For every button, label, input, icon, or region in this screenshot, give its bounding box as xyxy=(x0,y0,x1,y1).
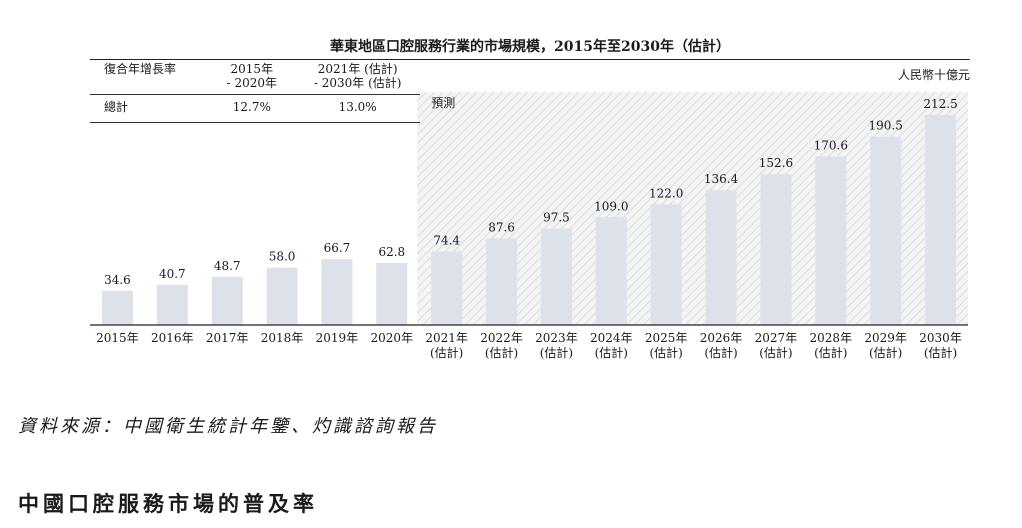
forecast-label: 預測 xyxy=(431,96,455,110)
bar-value-label: 48.7 xyxy=(214,259,241,273)
bar-value-label: 170.6 xyxy=(814,138,848,152)
cagr-period-1-line1: 2015年 xyxy=(230,62,274,76)
x-tick-label: 2026年 xyxy=(700,331,743,345)
bar-2029年 xyxy=(870,136,902,325)
cagr-period-1-line2: - 2020年 xyxy=(226,76,278,90)
x-tick-label: 2015年 xyxy=(96,331,139,345)
chart-title: 華東地區口腔服務行業的市場規模，2015年至2030年（估計） xyxy=(330,39,730,55)
x-tick-label: 2020年 xyxy=(371,331,414,345)
bar-value-label: 87.6 xyxy=(488,220,515,234)
x-tick-sublabel: (估計) xyxy=(924,345,957,360)
bar-2019年 xyxy=(321,259,353,325)
cagr-period-2-line2: - 2030年 (估計) xyxy=(313,76,402,90)
x-tick-label: 2022年 xyxy=(480,331,523,345)
bar-2022年 xyxy=(486,238,518,325)
x-tick-label: 2019年 xyxy=(316,331,359,345)
cagr-period-2-line1: 2021年 (估計) xyxy=(317,62,398,76)
bar-value-label: 152.6 xyxy=(759,156,793,170)
x-tick-label: 2023年 xyxy=(535,331,578,345)
bar-value-label: 97.5 xyxy=(543,211,570,225)
x-tick-sublabel: (估計) xyxy=(485,345,518,360)
bar-2017年 xyxy=(211,276,243,325)
x-tick-sublabel: (估計) xyxy=(540,345,573,360)
cagr-period-1: 2015年 - 2020年 xyxy=(208,62,296,95)
x-tick-sublabel: (估計) xyxy=(650,345,683,360)
bar-value-label: 212.5 xyxy=(923,97,957,111)
x-tick-label: 2030年 xyxy=(919,331,962,345)
bar-value-label: 40.7 xyxy=(159,267,186,281)
section-heading: 中國口腔服務市場的普及率 xyxy=(18,492,318,516)
bar-value-label: 62.8 xyxy=(378,245,405,259)
unit-label: 人民幣十億元 xyxy=(897,68,970,82)
bar-2015年 xyxy=(101,290,133,325)
x-tick-sublabel: (估計) xyxy=(869,345,902,360)
cagr-value-1: 12.7% xyxy=(208,94,296,123)
bar-2021年 xyxy=(431,251,463,325)
x-tick-sublabel: (估計) xyxy=(704,345,737,360)
bar-2024年 xyxy=(595,217,627,325)
title-rule xyxy=(90,59,970,60)
x-tick-label: 2024年 xyxy=(590,331,633,345)
x-tick-sublabel: (估計) xyxy=(595,345,628,360)
x-tick-sublabel: (估計) xyxy=(430,345,463,360)
bar-2020年 xyxy=(376,262,408,325)
x-tick-label: 2021年 xyxy=(425,331,468,345)
x-tick-label: 2017年 xyxy=(206,331,249,345)
bar-value-label: 34.6 xyxy=(104,273,131,287)
x-tick-label: 2028年 xyxy=(810,331,853,345)
cagr-value-row: 總計 12.7% 13.0% xyxy=(90,94,420,123)
bar-2016年 xyxy=(156,284,188,325)
bar-value-label: 74.4 xyxy=(433,233,460,247)
x-tick-sublabel: (估計) xyxy=(814,345,847,360)
bar-2026年 xyxy=(705,190,737,325)
source-note: 資料來源：中國衛生統計年鑒、灼識諮詢報告 xyxy=(18,416,438,437)
x-tick-sublabel: (估計) xyxy=(759,345,792,360)
x-tick-label: 2029年 xyxy=(864,331,907,345)
x-tick-label: 2027年 xyxy=(755,331,798,345)
cagr-header-label: 復合年增長率 xyxy=(90,62,209,95)
bar-2030年 xyxy=(925,115,957,325)
cagr-value-2: 13.0% xyxy=(295,94,420,123)
bar-2025年 xyxy=(650,204,682,325)
bar-value-label: 66.7 xyxy=(324,241,351,255)
bar-2028年 xyxy=(815,156,847,325)
cagr-table: 復合年增長率 2015年 - 2020年 2021年 (估計) - 2030年 … xyxy=(90,62,420,123)
bar-value-label: 190.5 xyxy=(869,119,903,133)
bar-2027年 xyxy=(760,174,792,325)
cagr-header-row: 復合年增長率 2015年 - 2020年 2021年 (估計) - 2030年 … xyxy=(90,62,420,95)
cagr-row-label: 總計 xyxy=(90,94,209,123)
bar-2023年 xyxy=(540,228,572,325)
bar-value-label: 122.0 xyxy=(649,186,683,200)
bar-value-label: 136.4 xyxy=(704,172,739,186)
bar-value-label: 109.0 xyxy=(594,199,628,213)
x-tick-label: 2025年 xyxy=(645,331,688,345)
cagr-period-2: 2021年 (估計) - 2030年 (估計) xyxy=(295,62,420,95)
bar-value-label: 58.0 xyxy=(269,250,296,264)
bar-2018年 xyxy=(266,267,298,325)
x-tick-label: 2018年 xyxy=(261,331,304,345)
x-tick-label: 2016年 xyxy=(151,331,194,345)
